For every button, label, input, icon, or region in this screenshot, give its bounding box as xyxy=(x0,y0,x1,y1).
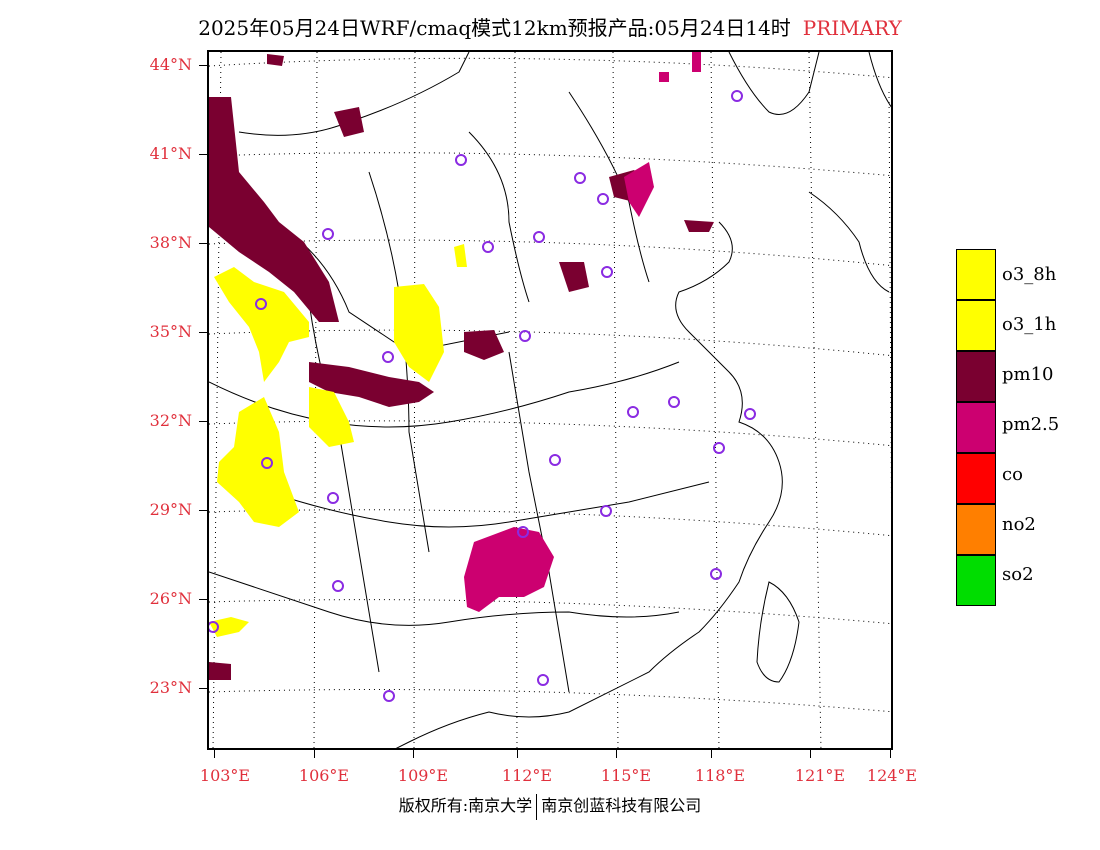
lat-label-26: 26°N xyxy=(149,589,192,608)
lon-label-112: 112°E xyxy=(501,766,553,785)
legend xyxy=(956,249,996,606)
title-text: 2025年05月24日WRF/cmaq模式12km预报产品:05月24日14时 xyxy=(198,16,791,40)
lon-label-109: 109°E xyxy=(397,766,449,785)
legend-label-pm10: pm10 xyxy=(1002,364,1054,385)
lat-tick xyxy=(199,421,207,422)
legend-swatch-o3-8h xyxy=(956,249,996,300)
lat-label-44: 44°N xyxy=(149,55,192,74)
lon-tick xyxy=(314,750,315,758)
legend-label-o3-8h: o3_8h xyxy=(1002,264,1057,285)
o3-areas xyxy=(209,244,467,637)
lat-tick xyxy=(199,510,207,511)
copyright-left: 版权所有:南京大学 xyxy=(398,796,533,815)
legend-label-pm25: pm2.5 xyxy=(1002,414,1060,435)
lon-tick xyxy=(214,750,215,758)
lat-tick xyxy=(199,65,207,66)
footer-separator xyxy=(536,793,538,820)
lat-label-23: 23°N xyxy=(149,678,192,697)
lon-tick xyxy=(413,750,414,758)
legend-label-co: co xyxy=(1002,464,1023,485)
station-markers xyxy=(209,90,756,702)
lon-tick xyxy=(517,750,518,758)
lon-label-121: 121°E xyxy=(794,766,846,785)
legend-swatch-pm10 xyxy=(956,351,996,402)
forecast-map[interactable] xyxy=(207,50,893,750)
lat-label-32: 32°N xyxy=(149,411,192,430)
lon-tick xyxy=(616,750,617,758)
lon-tick xyxy=(810,750,811,758)
lon-tick xyxy=(711,750,712,758)
legend-swatch-no2 xyxy=(956,504,996,555)
lat-tick xyxy=(199,599,207,600)
lon-label-115: 115°E xyxy=(600,766,652,785)
copyright-footer: 版权所有:南京大学 南京创蓝科技有限公司 xyxy=(0,792,1100,820)
lon-label-124: 124°E xyxy=(866,766,918,785)
lon-label-103: 103°E xyxy=(199,766,251,785)
legend-label-no2: no2 xyxy=(1002,514,1036,535)
legend-swatch-o3-1h xyxy=(956,300,996,351)
copyright-right: 南京创蓝科技有限公司 xyxy=(541,796,702,815)
lon-tick xyxy=(890,750,891,758)
lat-tick xyxy=(199,332,207,333)
lat-label-35: 35°N xyxy=(149,322,192,341)
legend-swatch-co xyxy=(956,453,996,504)
map-canvas xyxy=(209,52,891,748)
legend-label-so2: so2 xyxy=(1002,564,1034,585)
legend-swatch-pm25 xyxy=(956,402,996,453)
pm10-areas xyxy=(209,54,714,680)
pm25-areas xyxy=(464,52,701,612)
legend-label-o3-1h: o3_1h xyxy=(1002,314,1057,335)
lat-tick xyxy=(199,688,207,689)
lat-tick xyxy=(199,154,207,155)
lon-label-106: 106°E xyxy=(298,766,350,785)
lat-tick xyxy=(199,243,207,244)
title-tag: PRIMARY xyxy=(802,16,902,40)
lat-label-29: 29°N xyxy=(149,500,192,519)
legend-swatch-so2 xyxy=(956,555,996,606)
map-title: 2025年05月24日WRF/cmaq模式12km预报产品:05月24日14时 P… xyxy=(0,12,1100,41)
parallels xyxy=(209,57,891,713)
lat-label-38: 38°N xyxy=(149,233,192,252)
lat-label-41: 41°N xyxy=(149,144,192,163)
boundaries xyxy=(209,52,891,748)
lon-label-118: 118°E xyxy=(694,766,746,785)
